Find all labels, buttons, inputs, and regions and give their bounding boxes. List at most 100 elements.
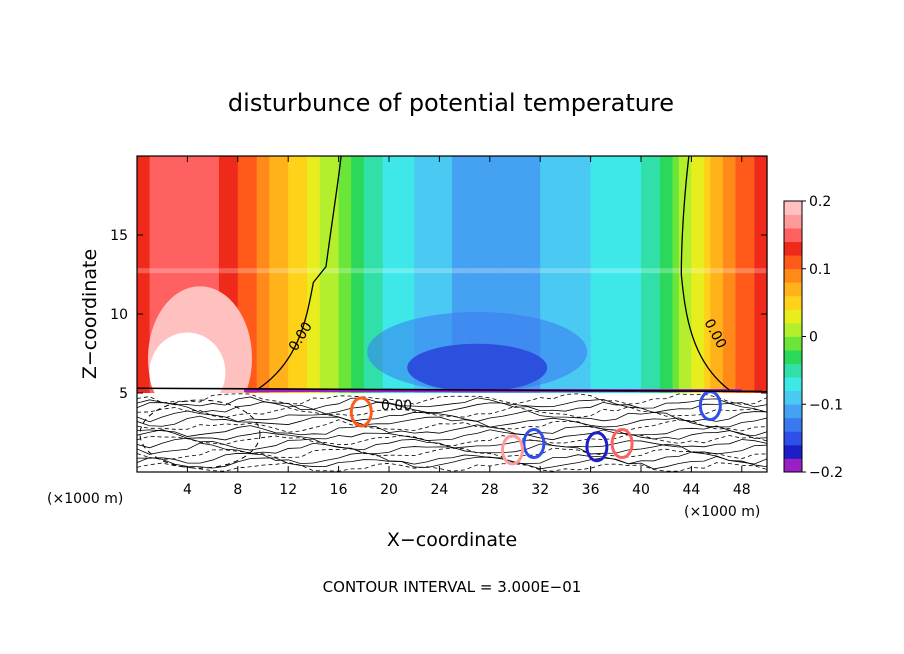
zero-contours (136, 155, 768, 393)
lower-contour (136, 410, 768, 423)
field-band (263, 156, 270, 394)
field-band (502, 156, 510, 394)
field-band (338, 156, 346, 394)
field-band (370, 156, 377, 394)
field-band (300, 156, 308, 394)
field-band (250, 156, 258, 394)
field-band (149, 156, 157, 394)
field-band (376, 156, 384, 394)
field-band (496, 156, 503, 394)
lower-contour (136, 433, 768, 447)
x-tick-label: 8 (233, 482, 242, 498)
field-band (760, 156, 768, 394)
colorbar-tick-label: −0.1 (809, 397, 843, 413)
field-band (445, 156, 453, 394)
x-tick-label: 44 (682, 482, 700, 498)
colorbar-swatch (784, 350, 802, 364)
field-band (508, 156, 516, 394)
x-unit-right: (×1000 m) (684, 504, 760, 520)
lower-contour (136, 451, 768, 465)
field-band (477, 156, 485, 394)
field-band (704, 156, 711, 394)
field-band (174, 156, 182, 394)
lower-turbulent-layer (136, 390, 768, 472)
colorbar-swatch (784, 268, 802, 283)
colorbar-swatch (784, 390, 802, 405)
field-band (691, 156, 699, 394)
field-band (313, 156, 321, 394)
field-band (609, 156, 617, 394)
lower-contour (136, 401, 768, 415)
cold-halo (367, 311, 588, 392)
field-band (288, 156, 296, 394)
field-band (244, 156, 251, 394)
colorbar-swatch (784, 214, 802, 229)
field-band (162, 156, 170, 394)
temperature-field (137, 156, 768, 431)
field-band (332, 156, 340, 394)
lower-contour (136, 396, 768, 410)
lower-anomaly (585, 431, 609, 463)
lower-layer-bg (137, 393, 767, 472)
field-band (722, 156, 730, 394)
field-band (256, 156, 264, 394)
field-band (647, 156, 655, 394)
colorbar (783, 200, 806, 473)
field-band (363, 156, 371, 394)
field-band (193, 156, 201, 394)
colorbar-swatch (784, 309, 802, 324)
colorbar-swatch (784, 377, 802, 392)
field-band (357, 156, 365, 394)
field-band (578, 156, 585, 394)
colorbar-swatch (784, 295, 802, 310)
left-vortex (139, 399, 261, 469)
lower-anomaly (500, 434, 524, 466)
field-band (200, 156, 207, 394)
field-band (615, 156, 623, 394)
lower-contour (136, 419, 768, 433)
field-band (716, 156, 724, 394)
lower-contour (136, 447, 768, 460)
field-band (168, 156, 176, 394)
field-band (546, 156, 554, 394)
field-band (666, 156, 674, 394)
field-band (458, 156, 466, 394)
lower-contour (136, 393, 768, 405)
field-band (237, 156, 245, 394)
field-band (218, 156, 226, 394)
field-band (641, 156, 648, 394)
lower-contour (136, 437, 768, 451)
field-band (596, 156, 604, 394)
lower-contour (136, 429, 768, 441)
x-tick-label: 16 (330, 482, 348, 498)
field-band (678, 156, 686, 394)
field-band (659, 156, 667, 394)
field-band (187, 156, 195, 394)
field-band (483, 156, 491, 394)
field-band (407, 156, 415, 394)
x-tick-label: 20 (380, 482, 398, 498)
y-axis-label: Z−coordinate (79, 249, 101, 379)
field-band (685, 156, 692, 394)
colorbar-labels: 0.2 0.1 0 −0.1 −0.2 (809, 194, 843, 481)
colorbar-tick-label: 0 (809, 330, 818, 346)
field-band (426, 156, 434, 394)
field-band (326, 156, 333, 394)
colorbar-swatch (784, 458, 802, 473)
colorbar-swatch (784, 322, 802, 337)
colorbar-swatch (784, 363, 802, 378)
field-band (527, 156, 535, 394)
contour-label-lower: 0.00 (381, 398, 412, 414)
field-band (622, 156, 629, 394)
chart-title: disturbunce of potential temperature (228, 89, 674, 117)
field-band (420, 156, 428, 394)
x-tick-label: 4 (183, 482, 192, 498)
field-band (294, 156, 302, 394)
field-band (319, 156, 327, 394)
field-band (269, 156, 277, 394)
field-band (212, 156, 220, 394)
y-tick-label: 15 (110, 228, 128, 244)
lower-anomaly (610, 428, 634, 460)
warm-core-centre (149, 332, 226, 413)
